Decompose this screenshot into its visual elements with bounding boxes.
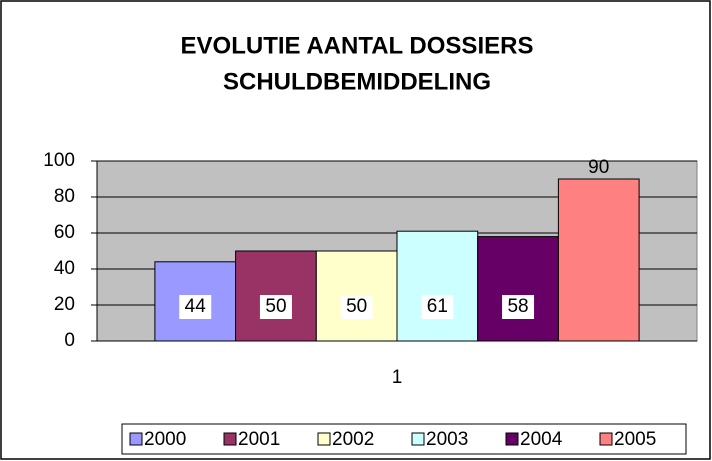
legend-label: 2005 — [614, 429, 656, 450]
legend-label: 2003 — [426, 429, 468, 450]
legend-swatch — [129, 432, 143, 446]
legend-swatch — [505, 432, 519, 446]
y-tick-label: 60 — [54, 222, 75, 243]
x-tick-label: 1 — [392, 367, 403, 388]
legend-swatch — [411, 432, 425, 446]
bar — [477, 236, 559, 342]
value-label: 58 — [507, 296, 528, 317]
value-label: 44 — [185, 296, 207, 317]
legend-label: 2000 — [144, 429, 186, 450]
value-label-bg — [179, 295, 212, 319]
value-label-bg — [340, 295, 373, 319]
value-label: 61 — [427, 296, 448, 317]
legend-label: 2004 — [520, 429, 563, 450]
value-label-bg — [502, 295, 535, 319]
value-label: 90 — [588, 157, 609, 178]
bar — [396, 230, 479, 342]
y-tick-label: 80 — [54, 186, 75, 207]
legend-box — [121, 423, 687, 455]
legend-label: 2002 — [332, 429, 374, 450]
value-label: 50 — [265, 296, 286, 317]
value-label-bg — [421, 295, 454, 319]
y-tick-label: 40 — [54, 258, 75, 279]
y-tick-label: 0 — [64, 330, 75, 351]
legend-swatch — [223, 432, 237, 446]
bar — [557, 178, 640, 342]
legend-swatch — [599, 432, 613, 446]
legend-swatch — [317, 432, 331, 446]
value-label: 50 — [346, 296, 367, 317]
chart-subtitle: SCHULDBEMIDDELING — [223, 68, 491, 95]
y-tick-label: 100 — [43, 150, 75, 171]
y-tick-label: 20 — [54, 294, 75, 315]
legend-label: 2001 — [238, 429, 280, 450]
chart-title: EVOLUTIE AANTAL DOSSIERS — [181, 32, 534, 59]
value-label-bg — [259, 295, 292, 319]
